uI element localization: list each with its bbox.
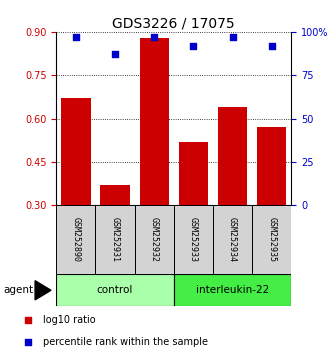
Bar xyxy=(95,205,135,274)
Text: GSM252890: GSM252890 xyxy=(71,217,80,262)
Bar xyxy=(56,205,95,274)
Point xyxy=(113,52,118,57)
Bar xyxy=(213,205,252,274)
Point xyxy=(26,339,31,345)
Bar xyxy=(252,205,291,274)
Text: control: control xyxy=(97,285,133,295)
Bar xyxy=(61,98,91,205)
Text: percentile rank within the sample: percentile rank within the sample xyxy=(43,337,208,347)
Bar xyxy=(139,38,169,205)
Bar xyxy=(179,142,208,205)
Bar xyxy=(174,205,213,274)
Text: agent: agent xyxy=(3,285,33,295)
Text: GSM252931: GSM252931 xyxy=(111,217,119,262)
Bar xyxy=(135,205,174,274)
Point xyxy=(152,34,157,40)
Bar xyxy=(218,107,247,205)
Text: GSM252933: GSM252933 xyxy=(189,217,198,262)
Point xyxy=(269,43,274,48)
Text: GSM252934: GSM252934 xyxy=(228,217,237,262)
Point xyxy=(230,34,235,40)
Text: interleukin-22: interleukin-22 xyxy=(196,285,269,295)
Bar xyxy=(257,127,286,205)
Point xyxy=(73,34,78,40)
Title: GDS3226 / 17075: GDS3226 / 17075 xyxy=(113,17,235,31)
Bar xyxy=(174,274,291,306)
Text: GSM252932: GSM252932 xyxy=(150,217,159,262)
Polygon shape xyxy=(35,281,51,300)
Point xyxy=(26,317,31,323)
Bar xyxy=(56,274,174,306)
Bar xyxy=(100,185,130,205)
Text: GSM252935: GSM252935 xyxy=(267,217,276,262)
Text: log10 ratio: log10 ratio xyxy=(43,315,96,325)
Point xyxy=(191,43,196,48)
